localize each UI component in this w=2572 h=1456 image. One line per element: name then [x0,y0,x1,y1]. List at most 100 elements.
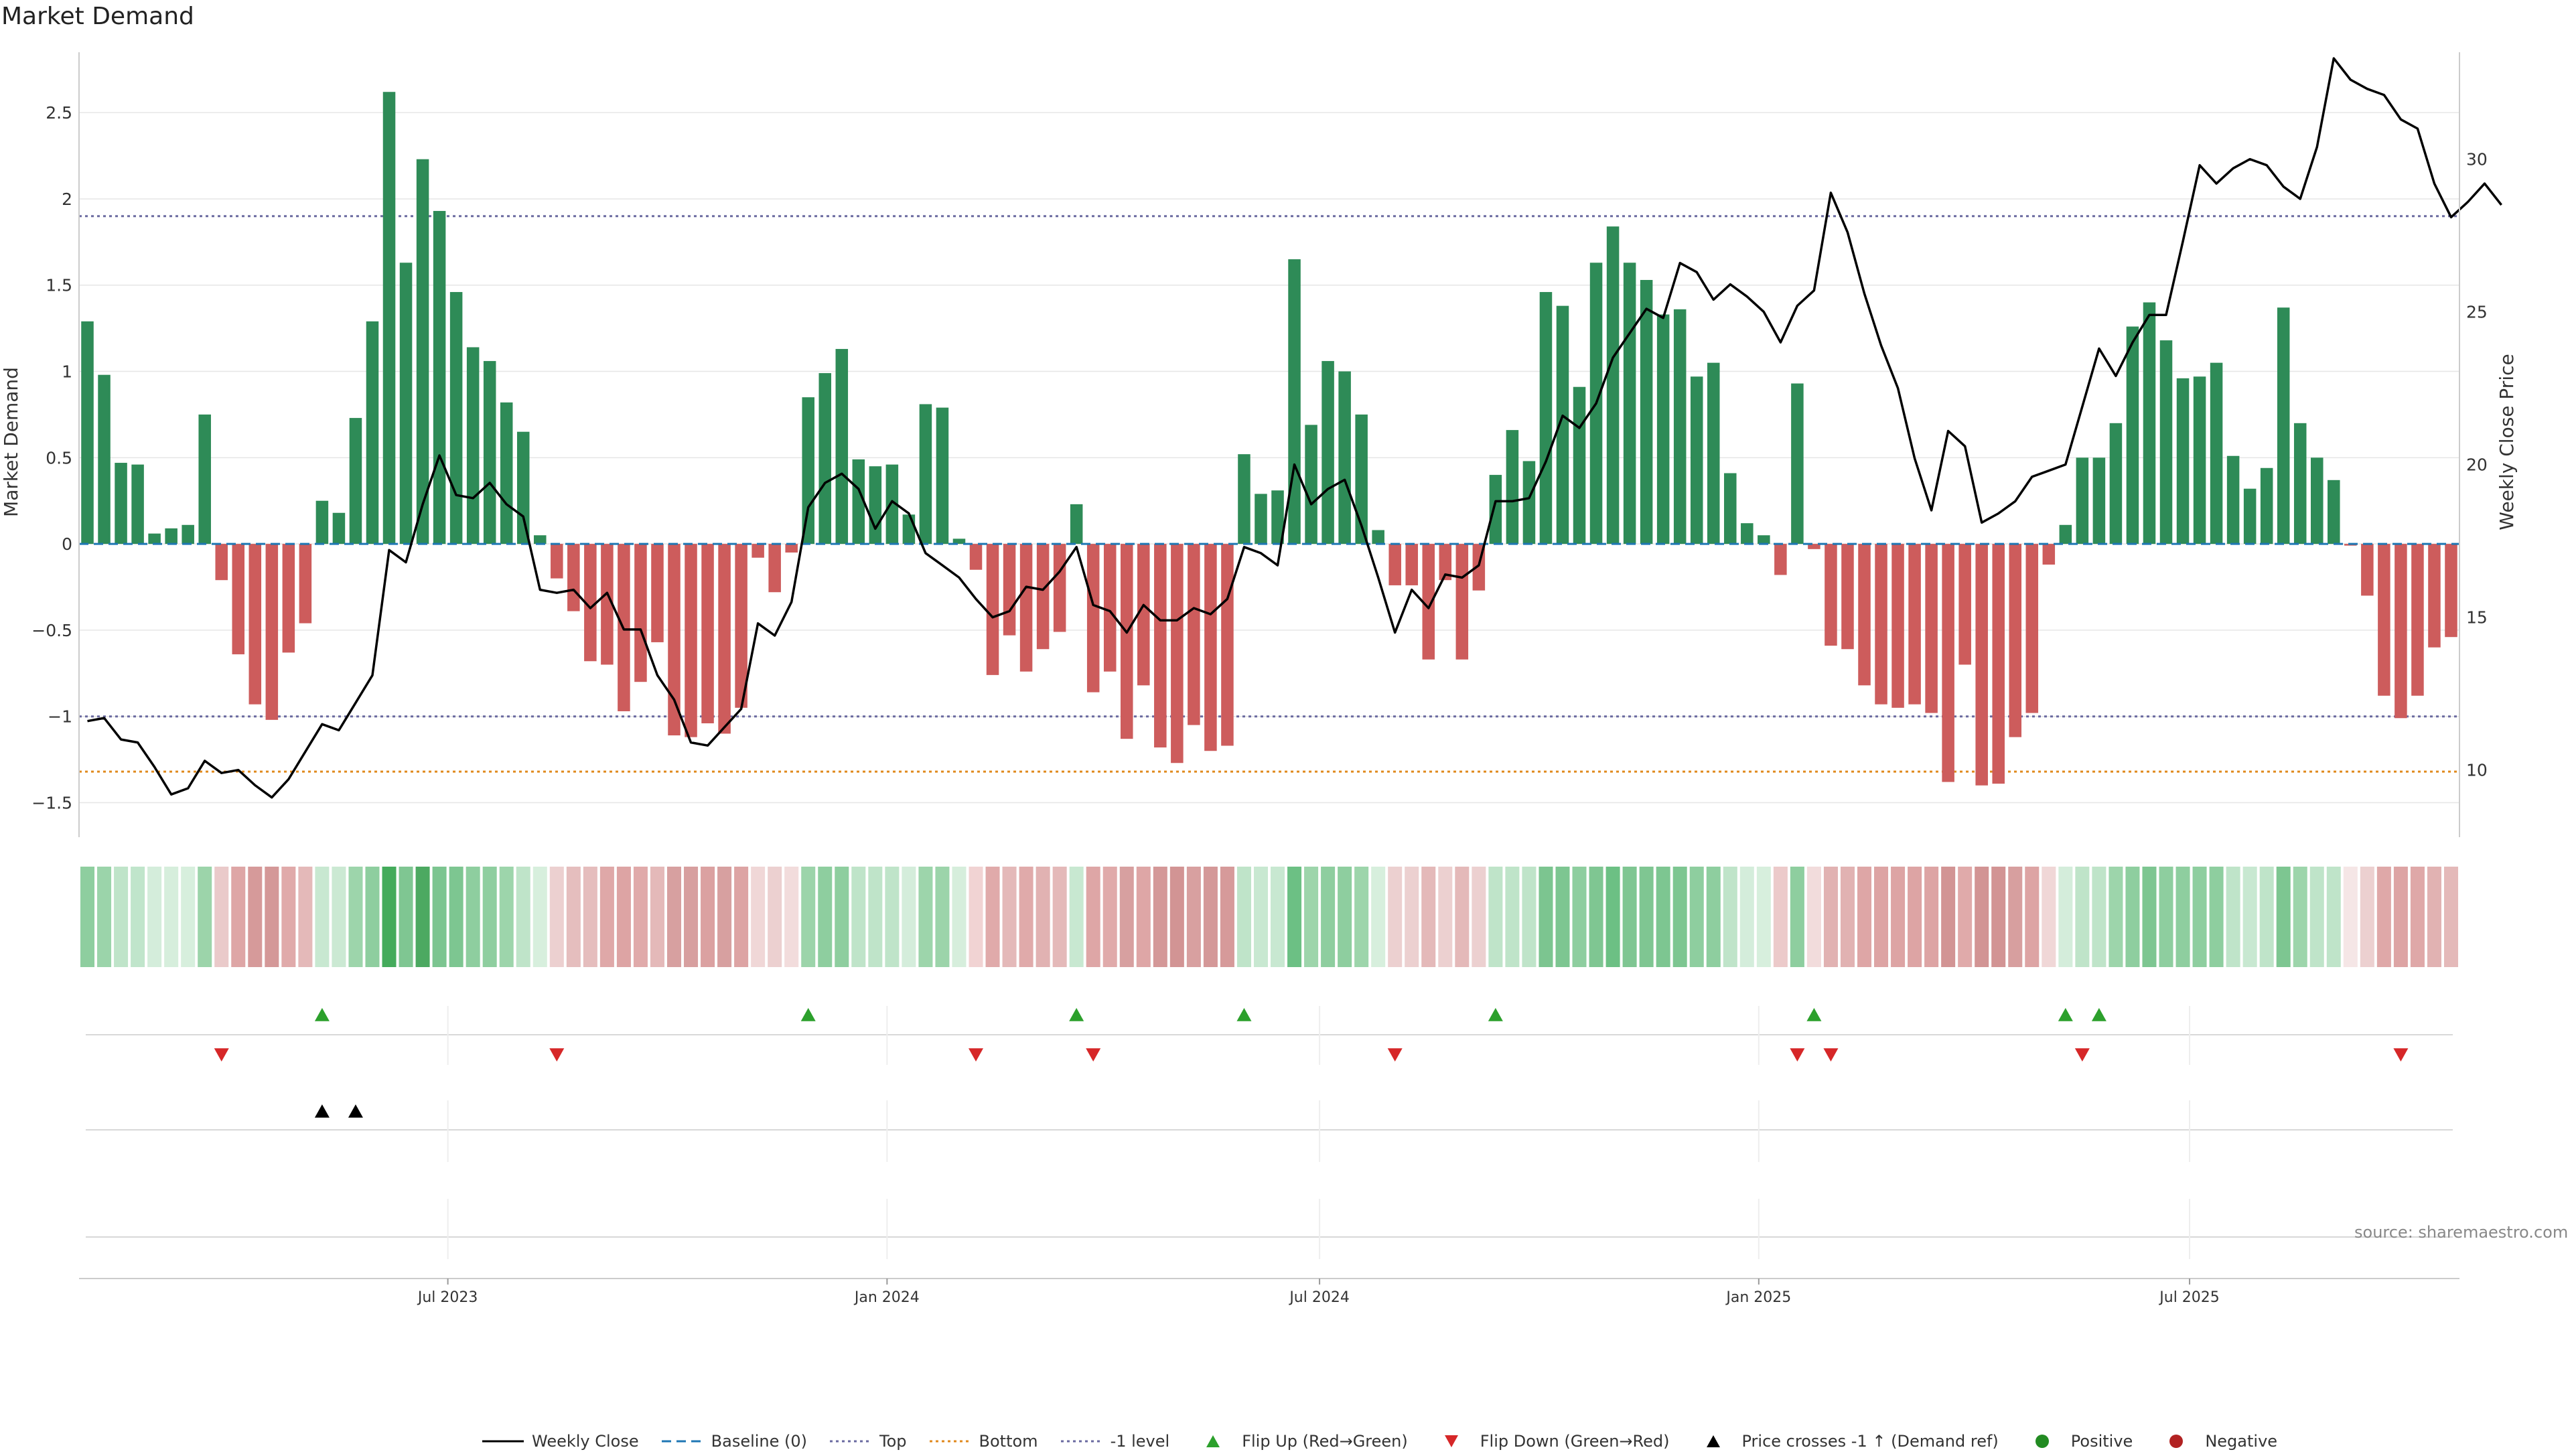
strip-cell [1321,867,1336,967]
legend-item: Negative [2155,1432,2277,1451]
demand-bar [668,544,681,736]
flip-up-marker [800,1008,816,1021]
strip-cell [482,867,497,967]
strip-cell [851,867,866,967]
strip-cell [566,867,581,967]
x-tick-label: Jul 2025 [2158,1289,2220,1306]
strip-cell [1136,867,1151,967]
strip-cell [114,867,129,967]
strip-cell [1102,867,1117,967]
demand-bar [1774,544,1787,575]
strip-cell [1086,867,1100,967]
legend-label: Flip Down (Green→Red) [1480,1432,1670,1451]
flip-down-marker [2074,1048,2090,1062]
demand-bar [735,544,747,708]
strip-cell [734,867,749,967]
demand-bar [2277,307,2290,544]
strip-cell [2226,867,2240,967]
y-right-tick-label: 20 [2466,455,2488,475]
chart-title: Market Demand [1,3,194,30]
strip-cell [1756,867,1771,967]
strip-cell [1236,867,1251,967]
y-tick-label: −0.5 [31,621,72,640]
demand-bar [399,263,413,544]
strip-cell [1723,867,1737,967]
strip-cell [1052,867,1067,967]
strip-cell [2276,867,2291,967]
strip-cell [2159,867,2173,967]
y-tick-label: 0 [62,534,72,554]
price-series [87,57,2502,799]
demand-bar [315,500,329,544]
strip-cell [1941,867,1956,967]
line-dotted-icon [929,1440,971,1443]
strip-cell [1689,867,1704,967]
demand-bar [2042,544,2056,565]
demand-bar [1741,523,1754,544]
flip-down-marker [214,1048,229,1062]
demand-bar [601,544,614,665]
strip-cell [969,867,983,967]
legend-item: Price crosses -1 ↑ (Demand ref) [1693,1432,1999,1451]
strip-cell [2360,867,2374,967]
strip-cell [1455,867,1470,967]
strip-cell [2008,867,2023,967]
y-right-tick-label: 10 [2466,761,2488,780]
strip-cell [415,867,430,967]
demand-bar [768,544,781,593]
dot-icon [2035,1435,2049,1448]
demand-bar [1188,544,1200,725]
flip-down-marker [969,1048,984,1062]
strip-cell [918,867,933,967]
demand-bar [1707,362,1720,544]
strip-cell [348,867,363,967]
strip-cell [1488,867,1503,967]
demand-bar [1204,544,1217,751]
y-tick-label: −1 [48,707,72,727]
strip-cell [1304,867,1319,967]
demand-bar [701,544,714,723]
strip-cell [2376,867,2391,967]
strip-cell [583,867,597,967]
flip-up-marker [1236,1008,1252,1021]
triangle-down-icon [1444,1435,1458,1447]
demand-bar [115,463,127,544]
demand-bar [1489,475,1502,544]
strip-cell [164,867,179,967]
demand-bar [1338,371,1351,544]
demand-bar [1086,544,1100,693]
demand-bar [2361,544,2374,596]
demand-bar [1255,494,1267,544]
strip-cell [1271,867,1285,967]
strip-cell [1991,867,2006,967]
strip-cell [1153,867,1167,967]
legend-label: Baseline (0) [711,1432,808,1451]
strip-cell [1555,867,1570,967]
demand-bar [1690,376,1703,544]
demand-bar [2076,457,2089,544]
demand-bar [2059,524,2072,544]
strip-cell [2025,867,2040,967]
x-tick-label: Jan 2024 [853,1289,920,1306]
strip-cell [1119,867,1134,967]
flip-up-marker [1069,1008,1084,1021]
demand-bar [1858,544,1871,686]
strip-cell [2042,867,2056,967]
demand-bar [2159,340,2173,544]
demand-bar [483,361,496,544]
legend-label: Top [879,1432,907,1451]
demand-bar [349,418,362,544]
y-tick-label: 2 [62,190,72,209]
line-solid-icon [482,1440,524,1443]
strip-cell [1874,867,1889,967]
strip-cell [1186,867,1201,967]
demand-bar [1439,544,1452,581]
strip-cell [432,867,447,967]
strip-cell [298,867,313,967]
demand-bar [198,414,211,544]
strip-cell [701,867,715,967]
demand-bar [2126,326,2139,544]
demand-bar [1271,490,1284,544]
strip-cell [1438,867,1453,967]
legend-item: Top [830,1432,907,1451]
